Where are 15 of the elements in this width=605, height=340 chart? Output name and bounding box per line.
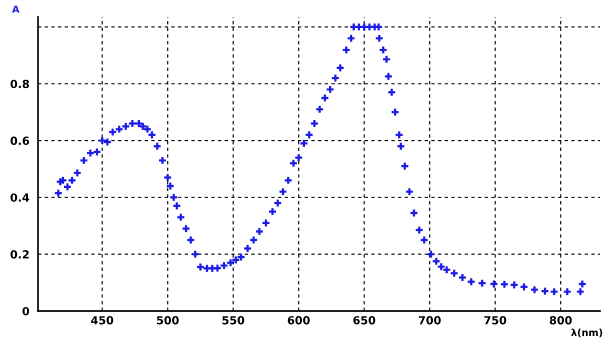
x-tick-label: 500 (156, 316, 179, 324)
y-axis-title: A (12, 6, 20, 13)
x-tick-label: 450 (91, 316, 114, 324)
x-axis-title: λ(nm) (571, 328, 602, 338)
x-tick-label: 700 (418, 316, 441, 324)
x-tick-label: 650 (353, 316, 376, 324)
y-tick-label: 0.6 (10, 136, 30, 145)
y-tick-label: 0.8 (10, 80, 29, 88)
x-tick-label: 550 (222, 316, 244, 324)
y-tick-label: 0.2 (10, 250, 29, 259)
x-tick-label: 750 (484, 316, 506, 324)
x-tick-label: 600 (288, 316, 310, 324)
x-tick-label: 800 (550, 316, 572, 324)
y-tick-label: 0 (22, 306, 30, 316)
y-tick-label: 0.4 (10, 193, 30, 202)
